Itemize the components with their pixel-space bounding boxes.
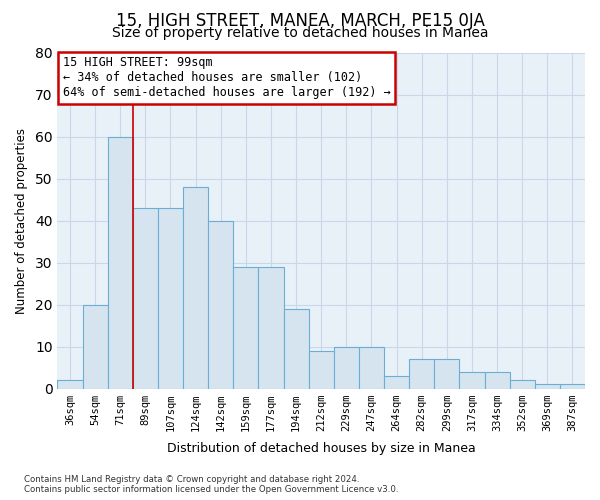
Bar xyxy=(384,376,409,388)
Bar xyxy=(409,359,434,388)
Bar xyxy=(58,380,83,388)
Bar xyxy=(158,208,183,388)
Text: 15 HIGH STREET: 99sqm
← 34% of detached houses are smaller (102)
64% of semi-det: 15 HIGH STREET: 99sqm ← 34% of detached … xyxy=(63,56,391,100)
Bar xyxy=(133,208,158,388)
Bar xyxy=(208,221,233,388)
X-axis label: Distribution of detached houses by size in Manea: Distribution of detached houses by size … xyxy=(167,442,476,455)
Bar xyxy=(107,137,133,388)
Bar xyxy=(284,309,308,388)
Text: Contains HM Land Registry data © Crown copyright and database right 2024.
Contai: Contains HM Land Registry data © Crown c… xyxy=(24,474,398,494)
Bar xyxy=(460,372,485,388)
Bar xyxy=(434,359,460,388)
Bar xyxy=(83,304,107,388)
Text: Size of property relative to detached houses in Manea: Size of property relative to detached ho… xyxy=(112,26,488,40)
Bar xyxy=(560,384,585,388)
Bar xyxy=(183,187,208,388)
Bar xyxy=(233,267,259,388)
Bar xyxy=(334,346,359,389)
Bar xyxy=(259,267,284,388)
Bar xyxy=(308,351,334,389)
Bar xyxy=(485,372,509,388)
Bar xyxy=(509,380,535,388)
Text: 15, HIGH STREET, MANEA, MARCH, PE15 0JA: 15, HIGH STREET, MANEA, MARCH, PE15 0JA xyxy=(116,12,484,30)
Y-axis label: Number of detached properties: Number of detached properties xyxy=(15,128,28,314)
Bar xyxy=(359,346,384,389)
Bar xyxy=(535,384,560,388)
